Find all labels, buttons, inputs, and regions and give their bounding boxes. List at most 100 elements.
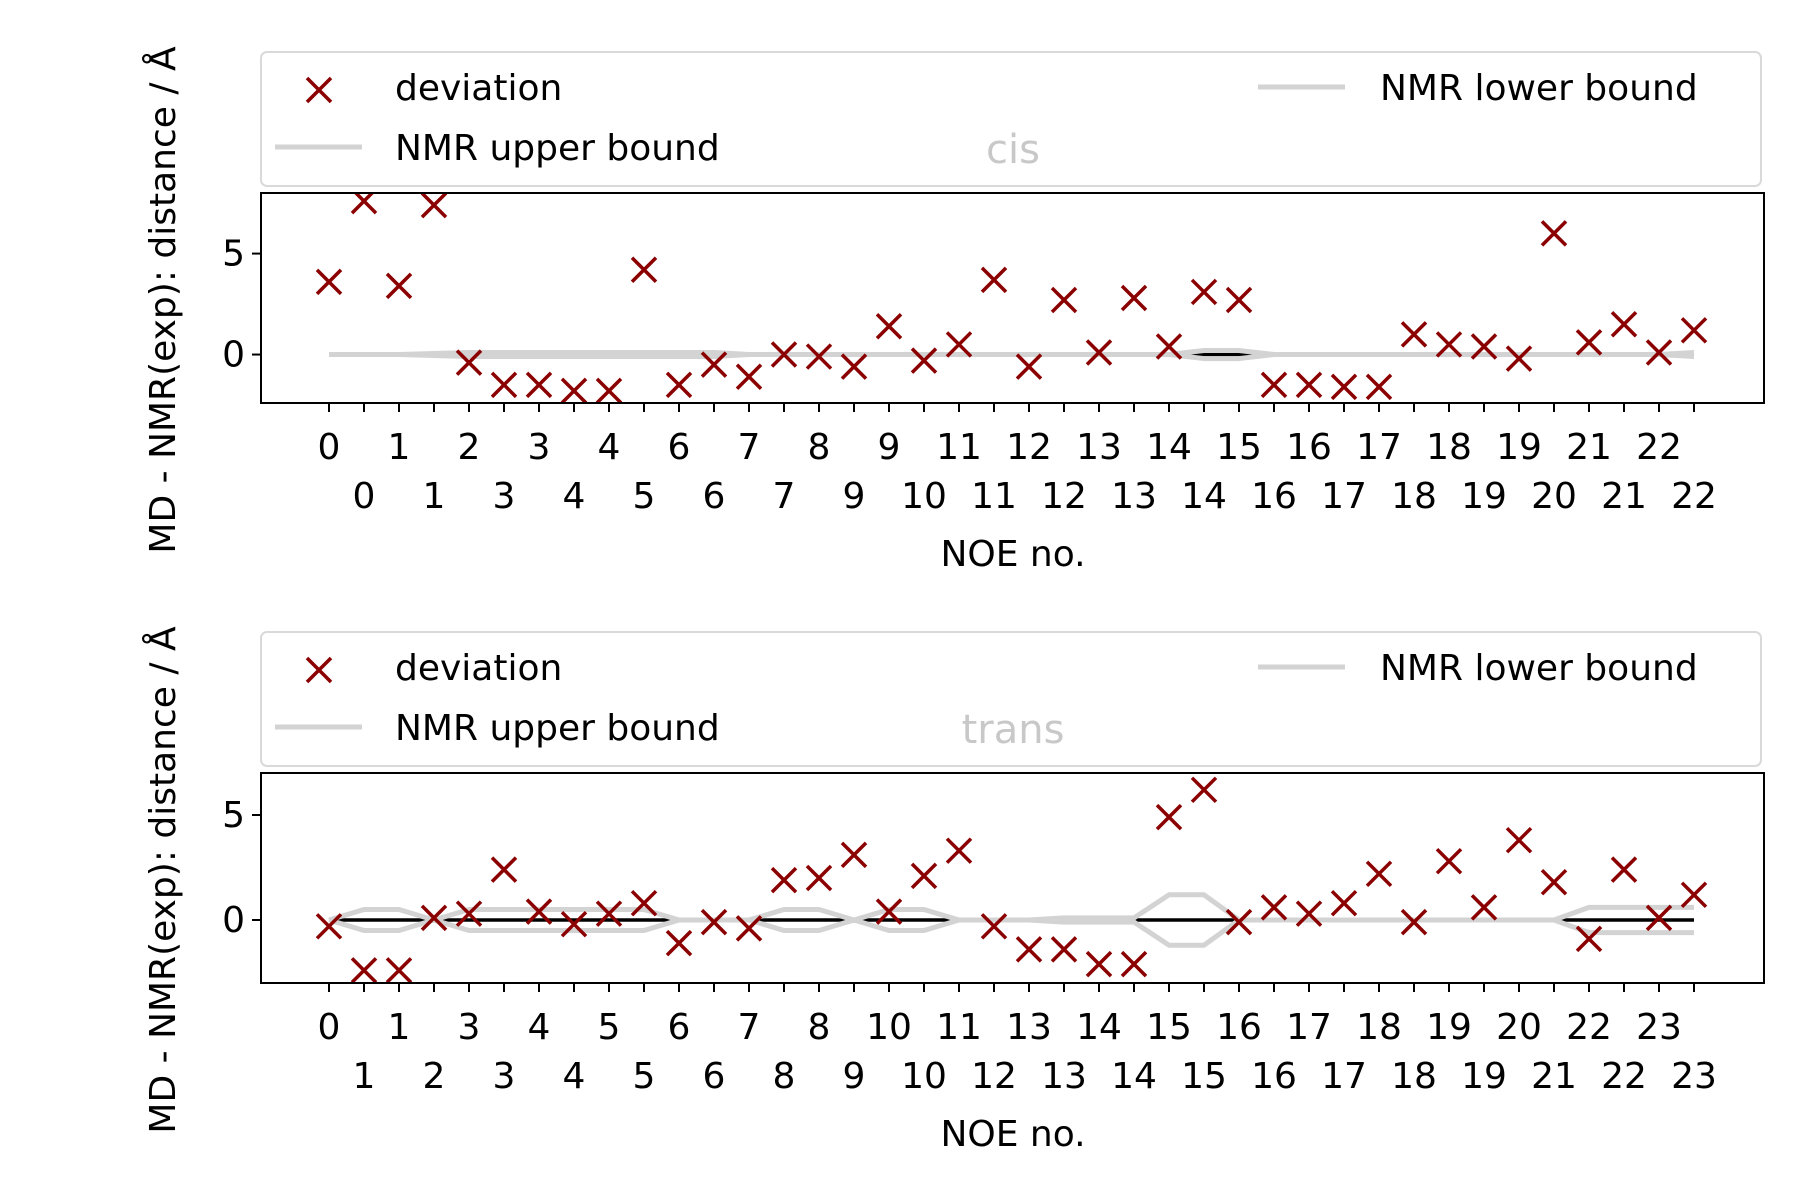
deviation-point — [665, 929, 693, 957]
deviation-point — [1470, 333, 1498, 360]
x-tick-label: 13 — [1006, 1007, 1052, 1048]
x-tick-label: 9 — [878, 427, 901, 468]
x-tick-label: 15 — [1146, 1007, 1192, 1048]
deviation-point — [560, 377, 588, 403]
x-tick-label: 20 — [1496, 1007, 1542, 1048]
deviation-point — [1225, 286, 1253, 314]
deviation-point — [805, 343, 833, 370]
x-tick-label: 3 — [493, 476, 516, 517]
trans-lower-bound-line — [328, 917, 1694, 948]
x-tick-label: 7 — [738, 427, 761, 468]
deviation-point — [1120, 284, 1148, 312]
deviation-point — [1505, 826, 1533, 854]
deviation-point — [420, 904, 448, 932]
x-tick-label: 13 — [1076, 427, 1122, 468]
x-tick-label: 6 — [668, 1007, 691, 1048]
x-tick-label: 1 — [388, 1007, 411, 1048]
x-tick-label: 19 — [1426, 1007, 1472, 1048]
x-tick-label: 8 — [773, 1056, 796, 1097]
deviation-point — [1085, 950, 1113, 978]
deviation-point — [1190, 278, 1218, 306]
deviation-point — [1260, 894, 1288, 921]
cis-deviation-markers — [315, 193, 1708, 403]
x-tick-label: 22 — [1566, 1007, 1612, 1048]
cis-legend-deviation-marker — [305, 76, 333, 104]
deviation-point — [875, 313, 903, 340]
deviation-point — [595, 377, 623, 403]
x-tick-label: 2 — [458, 427, 481, 468]
y-tick-label: 5 — [222, 234, 245, 275]
deviation-point — [1435, 331, 1463, 358]
x-tick-label: 10 — [901, 1056, 947, 1097]
deviation-point — [840, 353, 868, 380]
deviation-point — [525, 371, 553, 399]
x-tick-label: 4 — [563, 476, 586, 517]
x-tick-label: 16 — [1251, 476, 1297, 517]
deviation-point — [1575, 329, 1603, 356]
x-tick-label: 22 — [1601, 1056, 1647, 1097]
x-tick-label: 17 — [1286, 1007, 1332, 1048]
deviation-point — [1295, 900, 1323, 927]
deviation-point — [1120, 950, 1148, 978]
deviation-point — [315, 913, 343, 940]
deviation-point — [1050, 936, 1078, 963]
deviation-point — [1435, 847, 1463, 875]
deviation-point — [735, 363, 763, 390]
trans-legend-box: deviation NMR lower bound NMR upper boun… — [260, 631, 1762, 767]
x-tick-label: 17 — [1321, 1056, 1367, 1097]
y-tick-label: 0 — [222, 335, 245, 376]
deviation-point — [560, 910, 588, 938]
x-tick-label: 13 — [1041, 1056, 1087, 1097]
deviation-point — [1225, 908, 1253, 936]
deviation-point — [1015, 353, 1043, 380]
x-tick-label: 9 — [843, 476, 866, 517]
trans-title: trans — [962, 707, 1065, 753]
x-tick-label: 16 — [1216, 1007, 1262, 1048]
deviation-point — [1505, 345, 1533, 372]
deviation-point — [665, 371, 693, 399]
deviation-point — [1330, 889, 1358, 917]
x-tick-label: 12 — [1006, 427, 1052, 468]
x-tick-label: 14 — [1181, 476, 1227, 517]
deviation-point — [350, 957, 378, 983]
x-tick-label: 5 — [633, 1056, 656, 1097]
trans-x-axis-label: NOE no. — [940, 1114, 1085, 1155]
deviation-point — [1085, 339, 1113, 366]
x-tick-label: 15 — [1216, 427, 1262, 468]
deviation-point — [1400, 908, 1428, 936]
deviation-point — [980, 913, 1008, 940]
x-tick-label: 4 — [563, 1056, 586, 1097]
x-tick-label: 0 — [318, 1007, 341, 1048]
cis-axes-frame — [260, 192, 1765, 404]
trans-legend-upper-label: NMR upper bound — [395, 708, 720, 749]
x-tick-label: 9 — [843, 1056, 866, 1097]
x-tick-label: 3 — [493, 1056, 516, 1097]
trans-plot-area: 0501123344556678891010111213131414151516… — [222, 772, 1765, 1097]
x-tick-label: 21 — [1531, 1056, 1577, 1097]
deviation-point — [910, 862, 938, 890]
x-tick-label: 17 — [1321, 476, 1367, 517]
x-tick-label: 6 — [668, 427, 691, 468]
x-tick-label: 11 — [936, 1007, 982, 1048]
deviation-point — [1295, 371, 1323, 399]
x-tick-label: 23 — [1636, 1007, 1682, 1048]
x-tick-label: 1 — [353, 1056, 376, 1097]
deviation-point — [1015, 936, 1043, 963]
deviation-point — [1610, 311, 1638, 338]
x-tick-label: 4 — [528, 1007, 551, 1048]
x-tick-label: 5 — [598, 1007, 621, 1048]
x-tick-label: 2 — [423, 1056, 446, 1097]
x-tick-label: 14 — [1146, 427, 1192, 468]
deviation-point — [455, 900, 483, 927]
y-tick-label: 5 — [222, 795, 245, 836]
cis-legend-lower-label: NMR lower bound — [1380, 68, 1698, 109]
deviation-point — [385, 272, 413, 300]
cis-x-axis-label: NOE no. — [940, 534, 1085, 575]
cis-legend-upper-label: NMR upper bound — [395, 128, 720, 169]
deviation-point — [1400, 321, 1428, 348]
x-tick-label: 11 — [936, 427, 982, 468]
x-tick-label: 22 — [1636, 427, 1682, 468]
cis-title: cis — [986, 127, 1040, 173]
deviation-point — [630, 889, 658, 917]
x-tick-label: 10 — [866, 1007, 912, 1048]
